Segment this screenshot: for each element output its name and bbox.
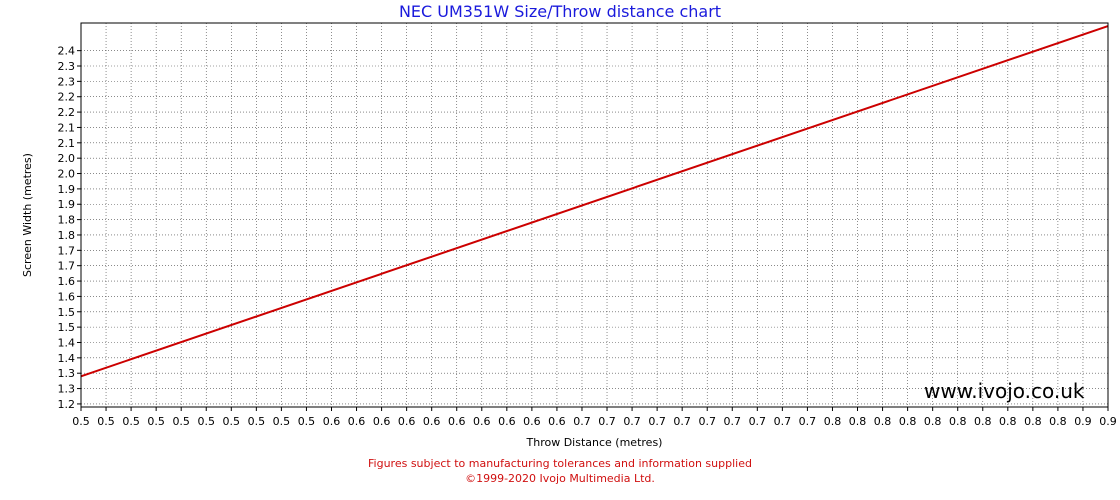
y-tick-label: 1.4 (58, 352, 76, 365)
x-tick-label: 0.5 (298, 415, 316, 428)
x-tick-label: 0.8 (974, 415, 992, 428)
x-tick-label: 0.8 (849, 415, 867, 428)
chart-title: NEC UM351W Size/Throw distance chart (398, 2, 722, 21)
x-tick-label: 0.7 (573, 415, 591, 428)
y-tick-label: 2.2 (58, 91, 76, 104)
x-tick-label: 0.9 (1099, 415, 1117, 428)
y-tick-label: 2.3 (58, 60, 76, 73)
x-tick-label: 0.8 (1024, 415, 1042, 428)
y-tick-label: 1.8 (58, 229, 76, 242)
x-tick-label: 0.8 (999, 415, 1017, 428)
x-tick-label: 0.6 (473, 415, 491, 428)
y-tick-label: 1.8 (58, 214, 76, 227)
y-tick-label: 1.7 (58, 260, 76, 273)
y-tick-label: 1.3 (58, 367, 76, 380)
x-tick-label: 0.8 (1049, 415, 1067, 428)
x-tick-label: 0.6 (373, 415, 391, 428)
grid (80, 23, 1109, 407)
x-tick-label: 0.8 (924, 415, 942, 428)
x-tick-label: 0.5 (97, 415, 115, 428)
y-tick-label: 2.4 (58, 45, 76, 58)
x-tick-label: 0.5 (248, 415, 266, 428)
x-tick-label: 0.6 (448, 415, 466, 428)
x-tick-label: 0.7 (774, 415, 792, 428)
y-tick-label: 2.1 (58, 121, 76, 134)
y-tick-label: 1.6 (58, 275, 76, 288)
x-tick-label: 0.5 (172, 415, 190, 428)
y-tick-label: 1.5 (58, 321, 76, 334)
y-axis-label: Screen Width (metres) (21, 153, 34, 277)
watermark: www.ivojo.co.uk (924, 379, 1085, 403)
y-tick-label: 2.0 (58, 168, 76, 181)
x-tick-label: 0.6 (523, 415, 541, 428)
x-tick-label: 0.5 (223, 415, 241, 428)
x-tick-label: 0.7 (799, 415, 817, 428)
y-tick-label: 1.2 (58, 398, 76, 411)
y-tick-label: 2.3 (58, 75, 76, 88)
y-tick-label: 1.9 (58, 198, 76, 211)
y-tick-label: 1.5 (58, 306, 76, 319)
x-tick-label: 0.5 (122, 415, 140, 428)
x-tick-label: 0.8 (824, 415, 842, 428)
y-tick-label: 1.4 (58, 336, 76, 349)
x-tick-label: 0.6 (548, 415, 566, 428)
x-tick-label: 0.5 (147, 415, 165, 428)
x-tick-label: 0.6 (348, 415, 366, 428)
x-tick-label: 0.5 (197, 415, 215, 428)
series-group (80, 25, 1109, 378)
x-tick-label: 0.6 (498, 415, 516, 428)
series-line (80, 25, 1109, 378)
x-tick-label: 0.7 (623, 415, 641, 428)
x-tick-label: 0.6 (423, 415, 441, 428)
y-tick-label: 1.6 (58, 290, 76, 303)
x-tick-label: 0.6 (398, 415, 416, 428)
x-tick-label: 0.7 (749, 415, 767, 428)
x-axis-label: Throw Distance (metres) (526, 436, 663, 449)
x-tick-label: 0.5 (72, 415, 90, 428)
x-tick-label: 0.7 (598, 415, 616, 428)
y-tick-label: 1.3 (58, 383, 76, 396)
y-tick-label: 2.2 (58, 106, 76, 119)
y-tick-label: 2.0 (58, 152, 76, 165)
y-tick-label: 1.9 (58, 183, 76, 196)
y-tick-label: 2.1 (58, 137, 76, 150)
x-tick-label: 0.8 (874, 415, 892, 428)
y-tick-label: 1.7 (58, 244, 76, 257)
footer-disclaimer: Figures subject to manufacturing toleran… (368, 457, 752, 470)
y-tick-labels: 1.2 1.3 1.3 1.4 1.4 1.5 1.5 1.6 1.6 1.7 1.7 1.8 1.8 1… (58, 45, 81, 411)
plot-frame (80, 22, 1109, 408)
x-tick-label: 0.5 (273, 415, 291, 428)
footer-copyright: ©1999-2020 Ivojo Multimedia Ltd. (465, 472, 655, 485)
x-tick-label: 0.7 (648, 415, 666, 428)
x-tick-label: 0.8 (899, 415, 917, 428)
x-tick-label: 0.9 (1074, 415, 1092, 428)
x-tick-label: 0.8 (949, 415, 967, 428)
x-tick-label: 0.7 (698, 415, 716, 428)
x-tick-label: 0.6 (323, 415, 341, 428)
x-tick-label: 0.7 (673, 415, 691, 428)
x-tick-label: 0.7 (724, 415, 742, 428)
x-tick-labels: 0.5 0.5 0.5 0.5 0.5 0.5 0.5 0.5 0.5 0.5 0.6 0.6 0.6 0… (72, 407, 1117, 428)
